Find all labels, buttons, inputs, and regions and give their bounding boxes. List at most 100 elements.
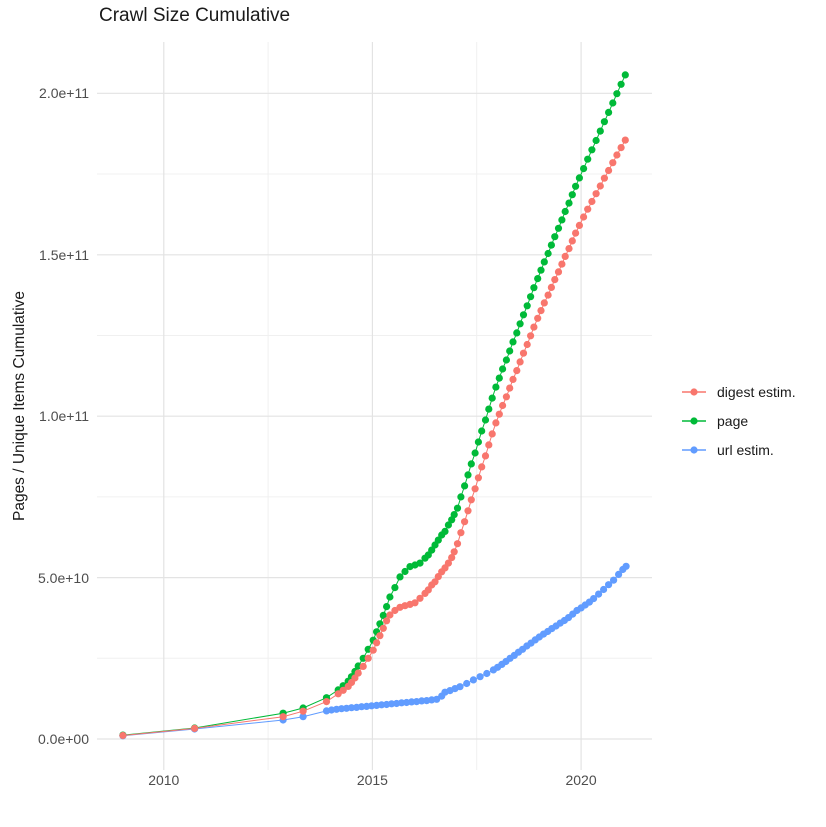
data-point	[467, 496, 475, 504]
data-point	[471, 485, 479, 493]
legend-key-icon	[682, 416, 706, 425]
data-point	[453, 540, 462, 548]
data-point	[464, 471, 472, 479]
data-point	[359, 662, 367, 671]
data-point	[592, 190, 600, 198]
data-point	[444, 559, 452, 567]
data-point	[485, 405, 493, 413]
data-point	[359, 654, 367, 662]
data-point	[461, 482, 469, 490]
data-point	[471, 449, 479, 457]
data-point	[478, 463, 486, 471]
data-point	[568, 191, 576, 199]
data-point	[610, 576, 618, 584]
series-points-page	[119, 71, 629, 739]
series-line-digest-estim-	[122, 139, 626, 736]
data-point	[492, 419, 500, 427]
data-point	[453, 504, 462, 512]
data-point	[580, 213, 588, 221]
data-point	[506, 384, 514, 392]
data-point	[509, 338, 517, 346]
series-line-page	[122, 74, 626, 736]
data-point	[478, 427, 486, 435]
data-point	[554, 268, 563, 276]
data-point	[558, 216, 566, 224]
y-tick-label: 5.0e+10	[38, 569, 89, 586]
data-point	[588, 146, 596, 154]
data-point	[547, 283, 555, 291]
legend-key-point	[690, 416, 698, 425]
data-point	[551, 233, 559, 241]
data-point	[561, 252, 569, 260]
data-point	[450, 511, 458, 519]
data-point	[605, 108, 613, 116]
data-point	[592, 136, 600, 145]
data-point	[595, 590, 603, 598]
data-point	[605, 581, 613, 589]
data-point	[519, 311, 528, 319]
data-point	[499, 401, 507, 410]
data-point	[600, 585, 608, 594]
data-point	[469, 676, 477, 684]
data-point	[558, 260, 566, 268]
data-point	[584, 155, 592, 163]
legend-item-label: digest estim.	[717, 383, 796, 400]
data-point	[530, 284, 538, 292]
data-point	[474, 474, 482, 482]
data-point	[431, 578, 439, 586]
data-point	[513, 329, 521, 337]
data-point	[461, 518, 469, 526]
data-point	[615, 570, 623, 579]
data-point	[580, 165, 588, 173]
y-tick-label: 1.5e+11	[39, 246, 89, 263]
data-point	[613, 90, 621, 98]
data-point	[481, 452, 490, 460]
data-point	[600, 174, 608, 182]
data-point	[530, 323, 538, 331]
y-tick-label: 1.0e+11	[39, 408, 89, 425]
data-point	[527, 332, 535, 340]
data-point	[499, 365, 507, 373]
data-point	[590, 595, 598, 603]
data-point	[457, 529, 465, 537]
data-point	[588, 197, 596, 206]
data-point	[540, 258, 548, 266]
x-tick-label: 2020	[565, 772, 597, 788]
legend-key-point	[690, 387, 698, 396]
data-point	[575, 174, 583, 182]
data-point	[495, 410, 503, 418]
x-tick-label: 2010	[148, 772, 180, 788]
data-point	[396, 573, 404, 581]
data-point	[464, 507, 472, 515]
data-point	[383, 603, 391, 611]
legend-item-page: page	[681, 412, 796, 429]
data-point	[621, 136, 629, 144]
y-tick-label: 0.0e+00	[38, 731, 89, 747]
data-point	[488, 430, 496, 438]
data-point	[547, 241, 555, 249]
data-point	[279, 713, 287, 721]
data-point	[369, 646, 377, 654]
data-point	[347, 704, 356, 712]
data-point	[386, 593, 394, 601]
data-point	[540, 299, 548, 307]
plot-panel	[97, 42, 652, 770]
data-point	[551, 276, 559, 284]
data-point	[476, 673, 484, 681]
data-point	[416, 594, 424, 602]
legend-item-digest-estim-: digest estim.	[681, 383, 796, 400]
data-point	[441, 527, 449, 535]
data-point	[495, 374, 503, 382]
data-point	[339, 686, 347, 694]
data-point	[299, 707, 307, 715]
data-point	[527, 293, 535, 301]
chart-title: Crawl Size Cumulative	[99, 5, 291, 26]
data-point	[322, 698, 331, 706]
data-point	[379, 611, 387, 620]
data-point	[544, 249, 552, 258]
data-point	[474, 438, 482, 446]
data-point	[119, 731, 127, 740]
data-point	[568, 237, 576, 245]
data-point	[492, 383, 500, 391]
data-point	[537, 266, 545, 274]
